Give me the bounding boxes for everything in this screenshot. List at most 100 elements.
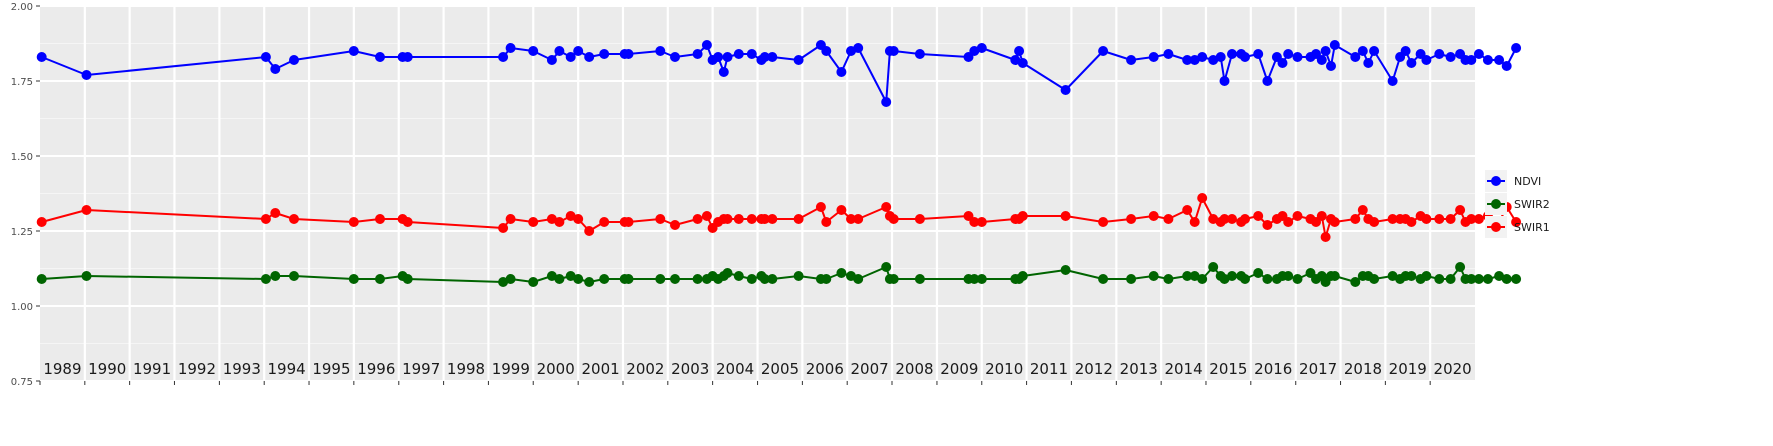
legend-label: SWIR1	[1514, 221, 1550, 234]
data-point	[1098, 217, 1109, 227]
data-point	[1227, 214, 1237, 224]
year-label: 2011	[1030, 360, 1068, 378]
data-point	[821, 46, 832, 56]
data-point	[1292, 52, 1303, 62]
data-point	[1283, 271, 1294, 281]
data-point	[1329, 40, 1340, 50]
data-point	[498, 223, 509, 233]
y-tick-label: 0.75	[11, 377, 33, 388]
year-label: 1999	[492, 360, 530, 378]
data-point	[505, 214, 516, 224]
data-point	[1406, 217, 1417, 227]
year-label: 1992	[178, 360, 216, 378]
data-point	[1262, 220, 1273, 230]
data-point	[976, 217, 987, 227]
data-point	[1277, 58, 1288, 68]
data-point	[1387, 214, 1398, 224]
year-label: 2003	[671, 360, 709, 378]
data-point	[1126, 214, 1137, 224]
year-label: 2005	[761, 360, 799, 378]
data-point	[793, 214, 804, 224]
year-label: 2012	[1075, 360, 1113, 378]
y-tick-label: 1.50	[11, 152, 33, 163]
data-point	[888, 274, 899, 284]
data-point	[969, 217, 980, 227]
data-point	[1434, 274, 1445, 284]
data-point	[1208, 214, 1219, 224]
data-point	[375, 52, 385, 62]
y-tick-label: 1.25	[11, 227, 33, 238]
data-point	[402, 52, 413, 62]
year-label: 2000	[537, 360, 575, 378]
data-point	[1010, 55, 1021, 65]
data-point	[1197, 274, 1208, 284]
data-point	[836, 67, 847, 77]
data-point	[623, 274, 634, 284]
year-label: 1995	[312, 360, 350, 378]
data-point	[1240, 274, 1250, 284]
data-point	[270, 271, 281, 281]
data-point	[1126, 274, 1137, 284]
data-point	[1369, 274, 1380, 284]
year-label: 1991	[133, 360, 171, 378]
data-point	[1421, 214, 1432, 224]
data-point	[81, 70, 92, 80]
data-point	[1215, 52, 1226, 62]
data-point	[1189, 271, 1200, 281]
data-point	[853, 274, 864, 284]
data-point	[1253, 211, 1264, 221]
data-point	[1494, 271, 1505, 281]
data-point	[692, 214, 703, 224]
data-point	[701, 211, 712, 221]
data-point	[1208, 55, 1219, 65]
year-label: 1993	[223, 360, 261, 378]
data-point	[976, 274, 987, 284]
data-point	[1406, 271, 1417, 281]
data-point	[1494, 55, 1505, 65]
data-point	[1455, 205, 1466, 215]
data-point	[881, 202, 892, 212]
year-label: 1989	[43, 360, 81, 378]
data-point	[1329, 217, 1340, 227]
data-point	[1501, 61, 1512, 71]
data-point	[260, 274, 271, 284]
data-point	[1148, 211, 1159, 221]
data-point	[746, 274, 757, 284]
year-label: 2014	[1164, 360, 1202, 378]
data-point	[36, 217, 47, 227]
data-point	[1466, 55, 1477, 65]
data-point	[599, 49, 610, 59]
data-point	[1466, 274, 1477, 284]
data-point	[528, 217, 539, 227]
data-point	[1017, 58, 1028, 68]
data-point	[1163, 214, 1174, 224]
data-point	[1482, 55, 1493, 65]
data-point	[1060, 85, 1071, 95]
data-point	[655, 214, 666, 224]
year-label: 1990	[88, 360, 126, 378]
data-point	[348, 217, 359, 227]
data-point	[1357, 205, 1368, 215]
data-point	[1262, 274, 1273, 284]
data-point	[1163, 274, 1174, 284]
data-point	[853, 214, 864, 224]
data-point	[881, 97, 892, 107]
data-point	[623, 49, 634, 59]
data-point	[402, 217, 413, 227]
data-point	[1434, 214, 1445, 224]
data-point	[584, 226, 595, 236]
data-point	[1326, 61, 1336, 71]
data-point	[1219, 214, 1230, 224]
data-point	[1283, 49, 1294, 59]
data-point	[1017, 271, 1028, 281]
data-point	[584, 52, 595, 62]
data-point	[1482, 274, 1493, 284]
data-point	[1466, 214, 1477, 224]
data-point	[692, 49, 703, 59]
data-point	[701, 40, 712, 50]
data-point	[565, 52, 576, 62]
series-swir2	[36, 262, 1522, 287]
data-point	[546, 271, 557, 281]
data-point	[1148, 271, 1159, 281]
data-point	[1369, 46, 1380, 56]
